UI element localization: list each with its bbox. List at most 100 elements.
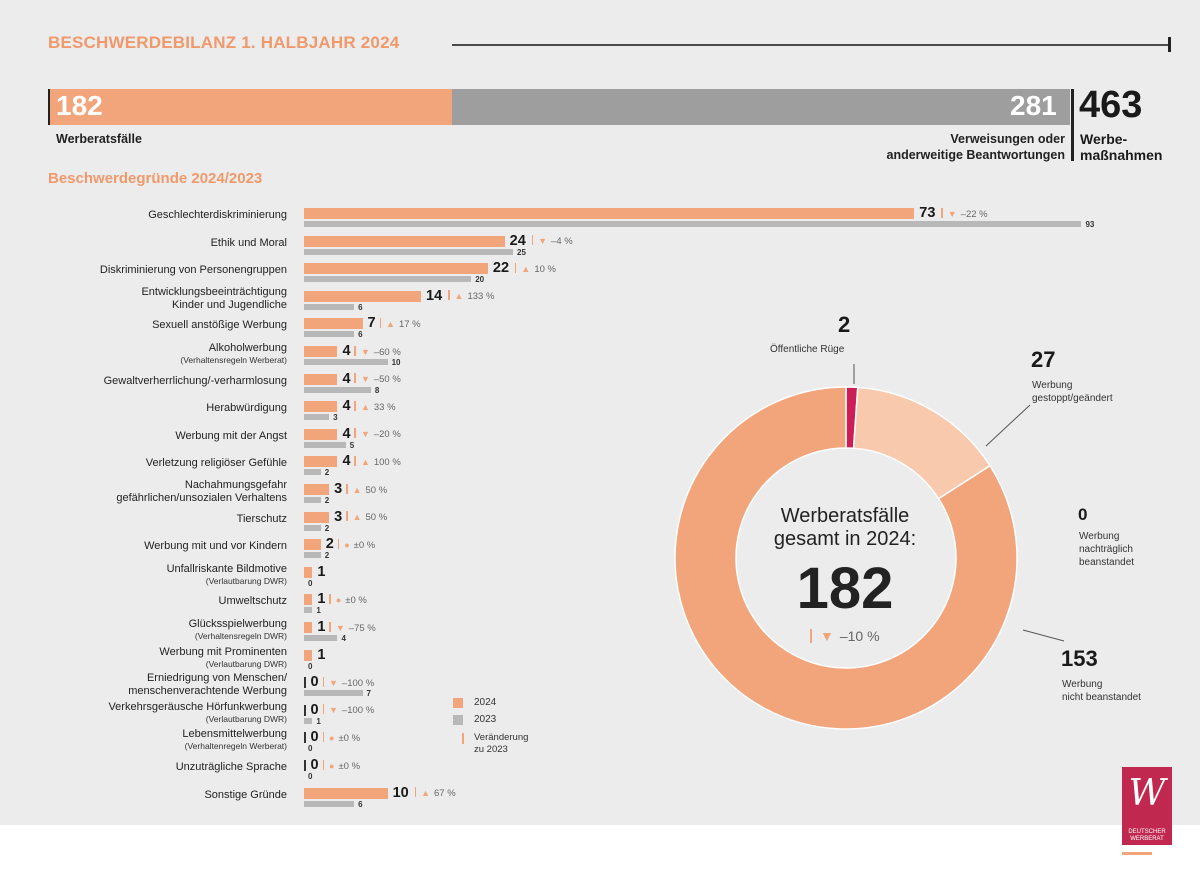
summary-total-label: Werbe- maßnahmen xyxy=(1080,131,1163,163)
value-label-2023: 5 xyxy=(349,440,355,450)
deutscher-werberat-logo: W DEUTSCHER WERBERAT xyxy=(1122,767,1172,845)
bar-2024 xyxy=(304,566,313,578)
value-label-2024: 4 xyxy=(342,453,351,470)
bar-2023 xyxy=(304,331,355,338)
category-label: Tierschutz xyxy=(236,512,287,525)
slice-nicht-beanstandet-value: 153 xyxy=(1061,646,1098,671)
value-label-2023: 1 xyxy=(316,606,321,616)
value-label-2024: 1 xyxy=(317,591,326,608)
bar-2023 xyxy=(304,552,321,559)
value-label-2024: 1 xyxy=(317,646,326,663)
slice-nicht-beanstandet-label: Werbung nicht beanstandet xyxy=(1062,679,1141,703)
value-label-2024: 0 xyxy=(310,757,319,773)
category-label: Geschlechterdiskriminierung xyxy=(148,209,287,221)
value-label-2024: 14 xyxy=(426,287,443,304)
donut-center: Werberatsfälle gesamt in 2024: 182 ▼ –10 … xyxy=(740,505,950,644)
legend-label-2024: 2024 xyxy=(474,697,497,708)
value-label-2023: 0 xyxy=(308,661,313,671)
value-label-2024: 0 xyxy=(310,674,319,691)
value-label-2023: 10 xyxy=(391,358,401,367)
category-label: Verkehrsgeräusche Hörfunkwerbung (Verlaut… xyxy=(108,700,287,724)
change-indicator: ● ±0 % xyxy=(329,593,367,607)
donut-center-change: ▼ –10 % xyxy=(740,628,950,644)
category-label: Ethik und Moral xyxy=(210,236,287,249)
value-label-2023: 0 xyxy=(308,578,313,588)
summary-werberatsfaelle-label: Werberatsfälle xyxy=(56,132,142,146)
bar-2024 xyxy=(304,649,313,661)
slice-gestoppt-value: 27 xyxy=(1031,347,1056,372)
value-label-2023: 6 xyxy=(358,330,363,340)
donut-center-title-2: gesamt in 2024: xyxy=(773,528,917,550)
category-label: Sonstige Gründe xyxy=(204,788,287,801)
value-label-2023: 3 xyxy=(333,413,338,423)
value-label-2023: 1 xyxy=(316,716,321,726)
value-label-2024: 24 xyxy=(509,232,526,249)
legend-change-marker xyxy=(462,733,464,744)
leader-gestoppt xyxy=(985,404,1031,447)
slice-nachtraeglich-value: 0 xyxy=(1078,505,1088,524)
leader-nicht-beanstandet xyxy=(1022,629,1065,642)
section-title: Beschwerdegründe 2024/2023 xyxy=(48,170,263,187)
bar-2023 xyxy=(304,469,321,476)
value-label-2024: 4 xyxy=(342,343,351,359)
change-indicator: ▲ 33 % xyxy=(354,400,396,414)
bar-2024 xyxy=(304,318,363,330)
change-indicator: ▲ 67 % xyxy=(414,787,456,800)
bar-2024 xyxy=(304,456,338,468)
donut-center-value: 182 xyxy=(796,556,894,621)
bar-2024 xyxy=(304,428,338,440)
header-rule xyxy=(452,44,1170,46)
value-label-2023: 25 xyxy=(517,247,526,257)
change-indicator: ▼ –50 % xyxy=(354,373,401,386)
bar-2024 xyxy=(304,677,306,689)
bar-2023 xyxy=(304,221,1082,227)
change-indicator: ▲ 133 % xyxy=(448,290,494,303)
summary-bar-verweisungen xyxy=(452,89,1070,125)
legend-swatch-2023 xyxy=(453,715,463,725)
bar-2024 xyxy=(304,290,422,302)
value-label-2023: 2 xyxy=(324,496,330,505)
value-label-2024: 4 xyxy=(342,425,351,442)
category-label: Entwicklungsbeeinträchtigung Kinder und J… xyxy=(141,285,287,311)
category-label: Werbung mit der Angst xyxy=(175,429,287,442)
bar-2023 xyxy=(304,386,371,393)
slice-nachtraeglich-label: Werbung nachträglich beanstandet xyxy=(1079,531,1135,568)
change-indicator: ● ±0 % xyxy=(322,731,360,745)
summary-bar-werberatsfaelle xyxy=(48,89,452,125)
change-indicator: ● ±0 % xyxy=(337,538,375,552)
change-indicator: ▲ 100 % xyxy=(354,455,401,469)
bar-2023 xyxy=(304,635,338,641)
bar-2024 xyxy=(304,539,321,551)
bar-2024 xyxy=(304,484,330,495)
logo-text: DEUTSCHER WERBERAT xyxy=(1128,829,1166,842)
bar-2024 xyxy=(304,346,338,357)
category-label: Lebensmittelwerbung (Verhaltenregeln Werb… xyxy=(182,728,287,752)
slice-ruege-value: 2 xyxy=(838,312,851,337)
value-label-2024: 73 xyxy=(919,205,936,221)
value-label-2023: 20 xyxy=(475,275,485,285)
logo-w-mark: W xyxy=(1128,773,1166,814)
slice-ruege-label: Öffentliche Rüge xyxy=(770,344,845,355)
change-indicator: ▲ 50 % xyxy=(346,511,387,524)
change-indicator: ▲ 10 % xyxy=(514,262,556,276)
bar-2023 xyxy=(304,414,330,421)
legend-label-change: Veränderung zu 2023 xyxy=(474,732,529,755)
bar-2024 xyxy=(304,704,306,716)
change-indicator: ▼ –60 % xyxy=(354,345,401,359)
change-indicator: ▲ 50 % xyxy=(346,483,387,497)
category-label: Nachahmungsgefahr gefährlichen/unsozialen… xyxy=(116,479,287,504)
bar-2024 xyxy=(304,594,313,606)
change-indicator: ▼ –4 % xyxy=(531,235,573,248)
bar-2023 xyxy=(304,359,388,365)
category-label: Glücksspielwerbung (Verhaltensregeln DWR) xyxy=(188,618,287,641)
bar-2024 xyxy=(304,373,338,385)
bar-2024 xyxy=(304,732,306,744)
value-label-2024: 0 xyxy=(310,701,319,718)
slice-gestoppt-label: Werbung gestoppt/geändert xyxy=(1032,380,1113,404)
bar-2024 xyxy=(304,622,313,633)
bar-2023 xyxy=(304,276,472,283)
summary-total-value: 463 xyxy=(1079,84,1143,126)
infographic-panel xyxy=(0,0,1200,825)
value-label-2024: 1 xyxy=(317,563,326,580)
